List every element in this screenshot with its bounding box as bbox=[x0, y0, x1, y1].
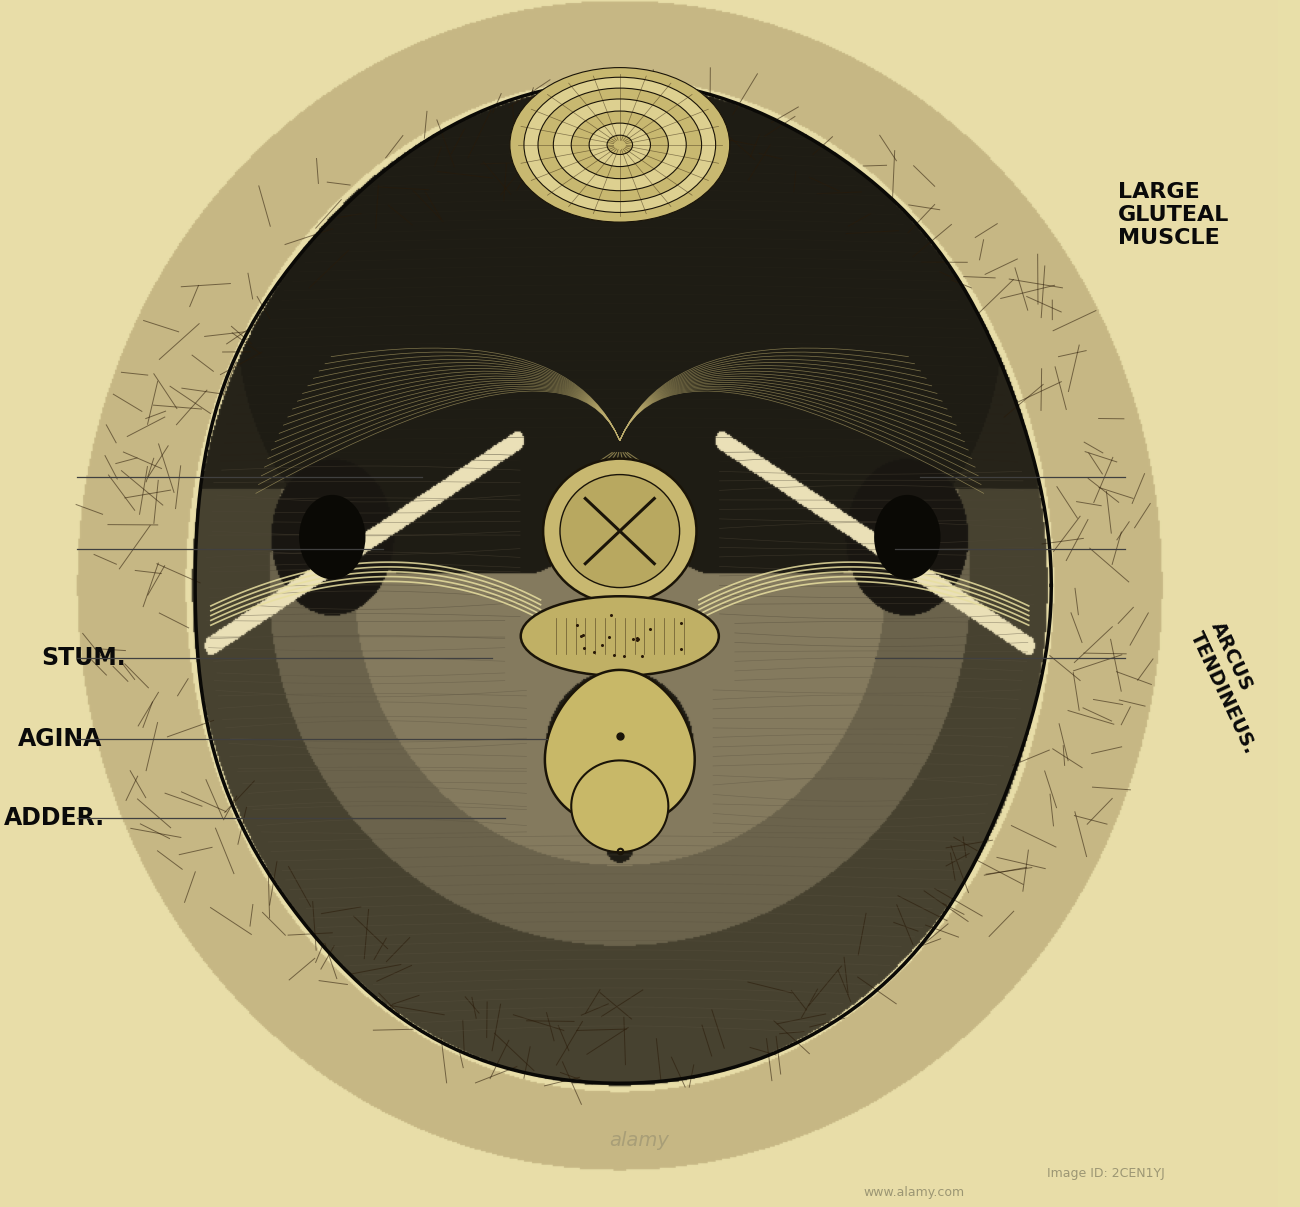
Text: www.alamy.com: www.alamy.com bbox=[863, 1186, 965, 1199]
Text: Image ID: 2CEN1YJ: Image ID: 2CEN1YJ bbox=[1046, 1167, 1165, 1179]
Ellipse shape bbox=[554, 99, 686, 191]
Text: AGINA: AGINA bbox=[18, 727, 103, 751]
Polygon shape bbox=[571, 760, 668, 852]
Ellipse shape bbox=[524, 77, 715, 212]
Ellipse shape bbox=[571, 111, 668, 179]
Ellipse shape bbox=[521, 596, 719, 676]
Ellipse shape bbox=[299, 495, 365, 579]
Circle shape bbox=[560, 474, 680, 588]
Ellipse shape bbox=[607, 135, 633, 154]
Text: STUM.: STUM. bbox=[40, 646, 126, 670]
Text: LARGE
GLUTEAL
MUSCLE: LARGE GLUTEAL MUSCLE bbox=[1118, 181, 1230, 249]
Text: ARCUS
TENDINEUS.: ARCUS TENDINEUS. bbox=[1186, 619, 1280, 757]
Text: ADDER.: ADDER. bbox=[4, 806, 105, 830]
Circle shape bbox=[543, 459, 697, 604]
Text: alamy: alamy bbox=[608, 1131, 670, 1150]
Ellipse shape bbox=[510, 68, 729, 222]
Ellipse shape bbox=[538, 88, 702, 202]
Polygon shape bbox=[545, 670, 694, 827]
Ellipse shape bbox=[589, 123, 650, 167]
Polygon shape bbox=[597, 596, 642, 597]
Ellipse shape bbox=[874, 495, 940, 579]
Polygon shape bbox=[592, 779, 647, 806]
